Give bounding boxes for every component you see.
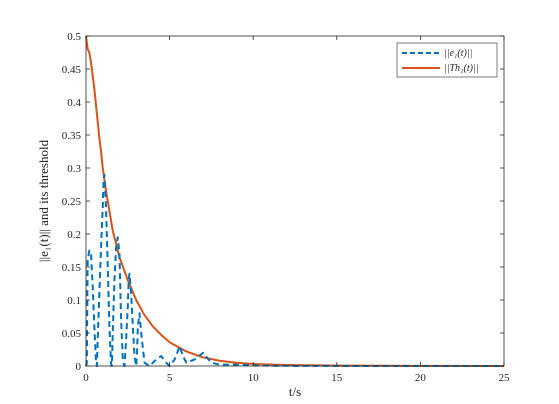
plot-area bbox=[86, 36, 504, 366]
y-tick-label: 0 bbox=[76, 361, 82, 373]
y-tick-label: 0.1 bbox=[67, 295, 81, 307]
x-axis-label: t/s bbox=[289, 384, 301, 399]
series-line-e1 bbox=[85, 173, 504, 367]
y-tick-label: 0.5 bbox=[67, 31, 81, 43]
y-tick-label: 0.35 bbox=[62, 130, 82, 142]
y-tick-label: 0.3 bbox=[67, 163, 81, 175]
x-tick-label: 15 bbox=[331, 372, 343, 384]
x-tick-label: 5 bbox=[167, 372, 173, 384]
x-axis: 0 5 10 15 20 25 bbox=[83, 36, 510, 384]
x-tick-label: 0 bbox=[83, 372, 89, 384]
x-tick-label: 20 bbox=[415, 372, 427, 384]
x-tick-label: 10 bbox=[248, 372, 260, 384]
y-tick-label: 0.2 bbox=[67, 229, 81, 241]
y-tick-label: 0.15 bbox=[62, 262, 82, 274]
legend-box bbox=[396, 42, 498, 78]
y-axis-label: ||e₁(t)|| and its threshold bbox=[36, 139, 51, 262]
x-tick-label: 25 bbox=[499, 372, 511, 384]
series-layer bbox=[85, 35, 505, 367]
y-axis: 0 0.05 0.1 0.15 0.2 0.25 0.3 0.35 0.4 0.45 0.5 bbox=[62, 31, 504, 373]
legend: ||e₁(t)|| ||Th₁(t)|| bbox=[396, 42, 498, 78]
y-tick-label: 0.05 bbox=[62, 328, 82, 340]
y-tick-label: 0.25 bbox=[62, 196, 82, 208]
y-tick-label: 0.4 bbox=[67, 97, 81, 109]
y-tick-label: 0.45 bbox=[62, 64, 82, 76]
legend-label-e1: ||e₁(t)|| bbox=[444, 48, 472, 59]
legend-label-th1: ||Th₁(t)|| bbox=[444, 63, 478, 74]
